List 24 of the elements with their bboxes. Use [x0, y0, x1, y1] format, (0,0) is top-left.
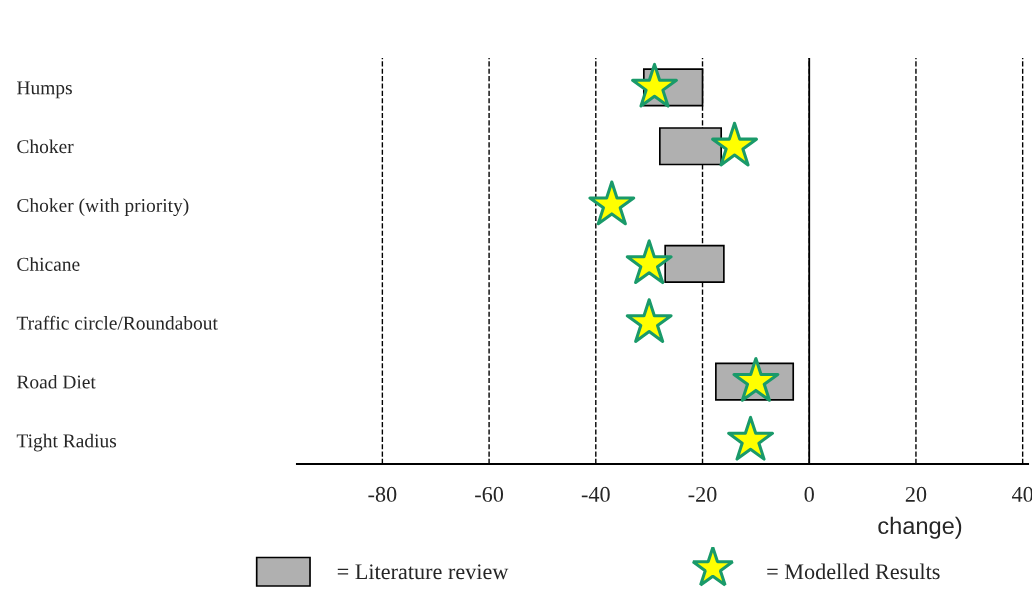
point — [727, 415, 774, 461]
x-tick-label: 20 — [905, 486, 927, 502]
y-tick-label: Choker — [17, 139, 74, 154]
legend-label: = Modelled Results — [767, 563, 940, 580]
y-tick-label: Tight Radius — [16, 433, 117, 452]
point — [711, 121, 758, 167]
x-axis-title: change) — [878, 516, 962, 539]
y-tick-label: Chicane — [17, 257, 80, 271]
point — [625, 239, 673, 285]
x-tick-label: -40 — [581, 486, 610, 502]
point — [631, 62, 678, 108]
y-tick-label: Humps — [17, 81, 72, 99]
x-tick-label: 40 — [1011, 486, 1032, 502]
x-tick-label: 0 — [804, 486, 814, 502]
point — [588, 180, 636, 226]
y-tick-label: Choker (with priority) — [17, 198, 189, 217]
x-tick-label: -80 — [368, 486, 397, 502]
legend-label: = Literature review — [337, 564, 509, 580]
x-tick-label: -20 — [688, 486, 717, 502]
x-tick-label: -60 — [475, 486, 504, 502]
y-tick-label: Road Diet — [17, 374, 96, 389]
point — [625, 298, 673, 343]
y-tick-label: Traffic circle/Roundabout — [16, 315, 218, 330]
point — [732, 357, 780, 402]
